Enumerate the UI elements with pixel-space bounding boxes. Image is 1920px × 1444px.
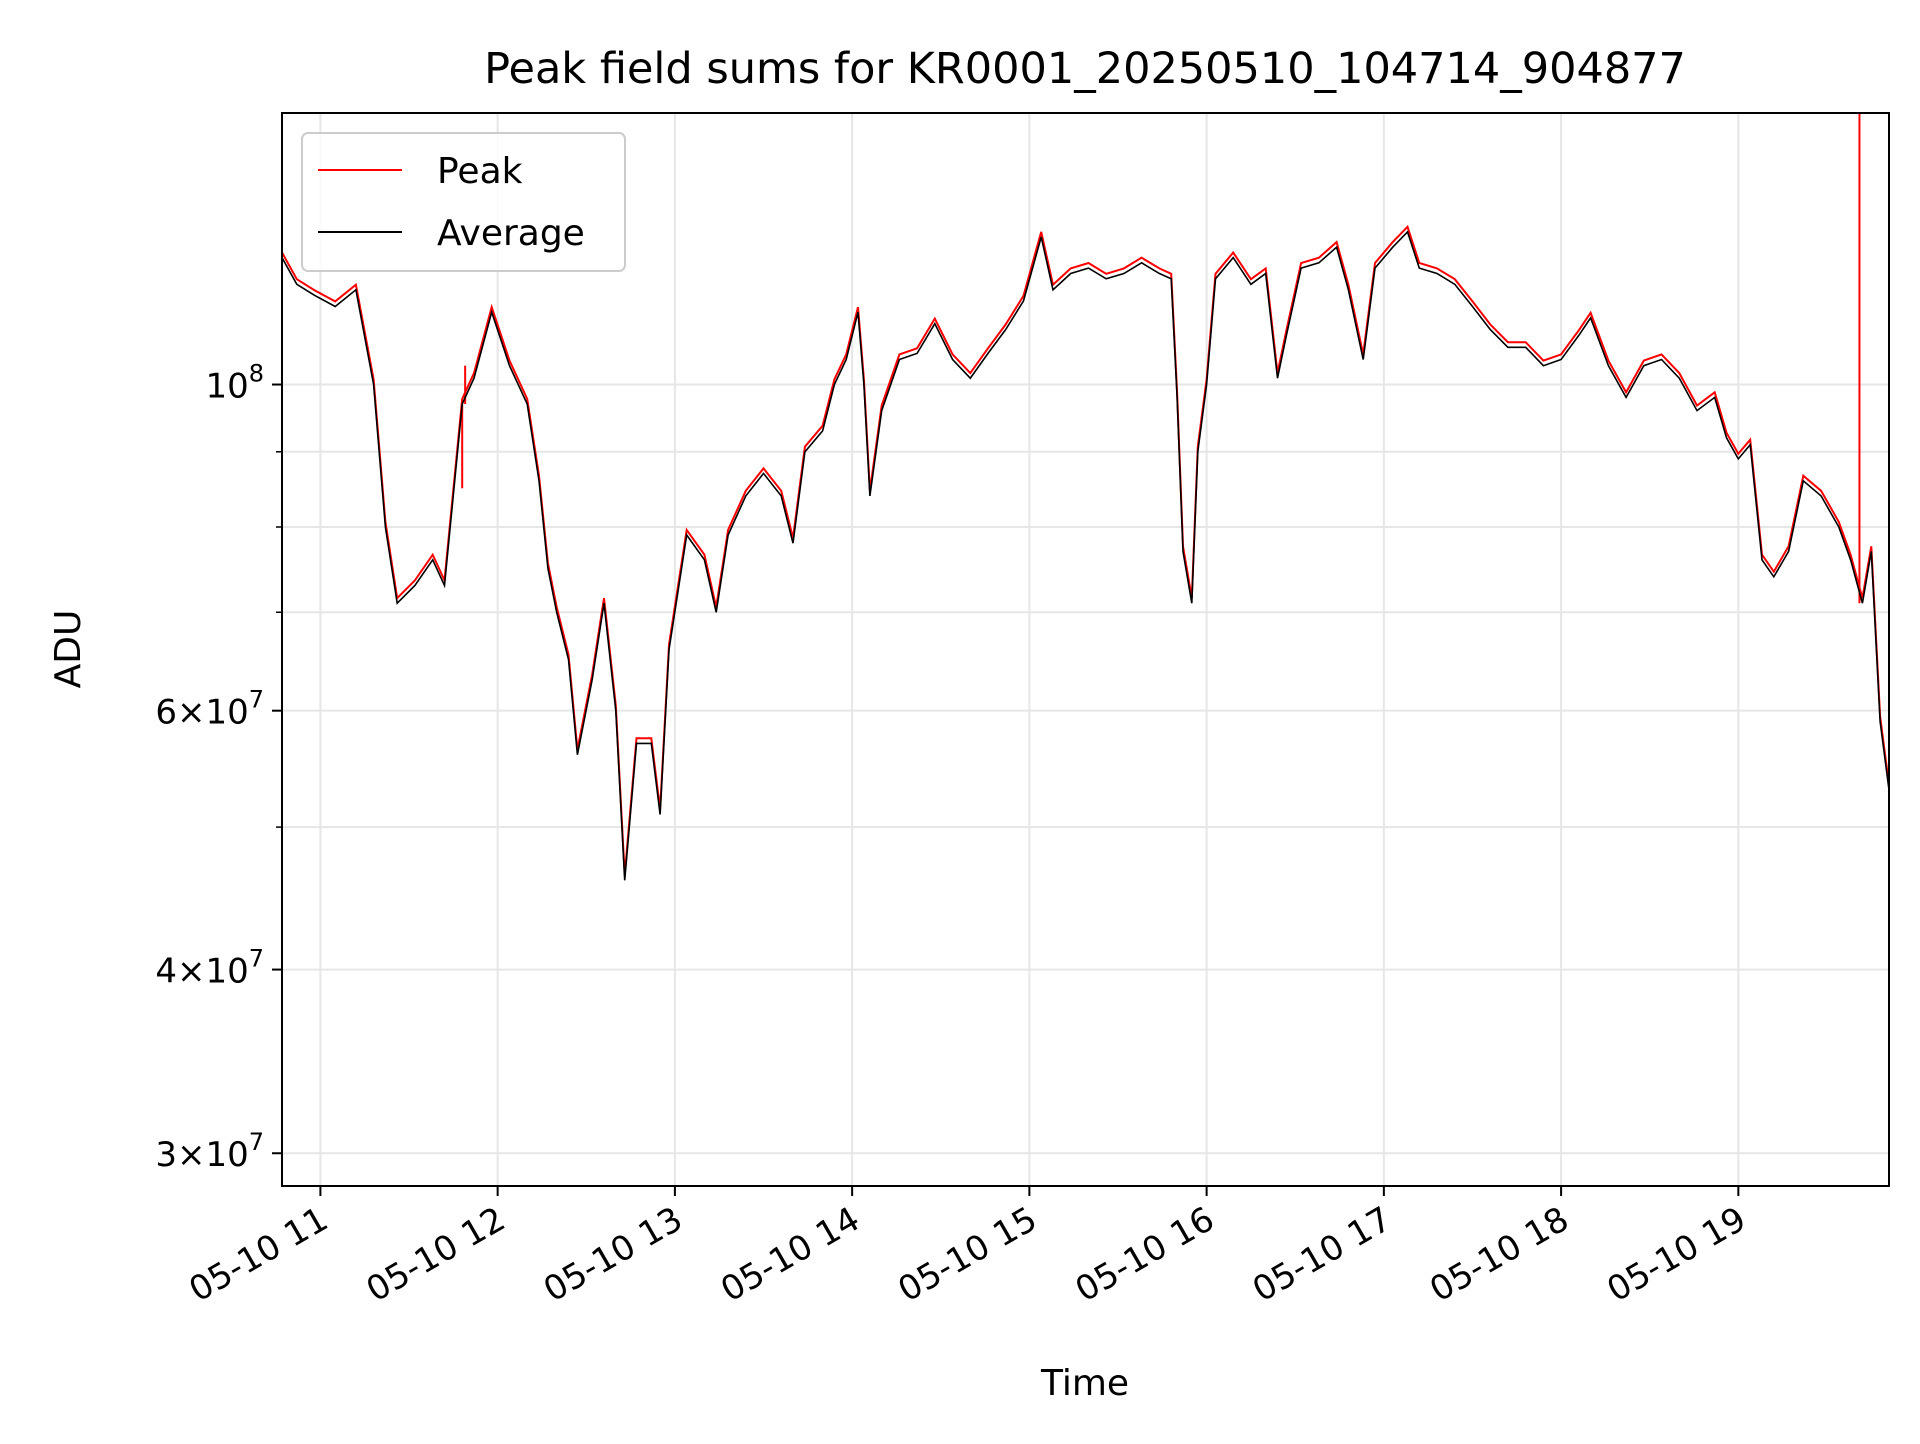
plot-frame — [281, 112, 1890, 1187]
y-axis-ticks: 3×107 4×107 6×107 108 — [155, 360, 282, 1175]
legend: Peak Average — [301, 132, 626, 272]
y-tick-label: 3×107 — [155, 1128, 264, 1175]
legend-box — [301, 132, 626, 272]
y-tick-label: 108 — [205, 360, 264, 407]
chart-title: Peak field sums for KR0001_20250510_1047… — [484, 44, 1686, 94]
y-axis-label: ADU — [48, 610, 89, 689]
y-tick-label: 4×107 — [155, 945, 264, 992]
series-line-average — [281, 230, 1890, 881]
series-layer — [281, 113, 1890, 881]
y-tick-label: 6×107 — [155, 686, 264, 733]
y-gridlines — [282, 383, 1889, 1155]
legend-label-average: Average — [437, 213, 585, 254]
legend-label-peak: Peak — [437, 151, 523, 192]
series-line-peak — [281, 224, 1890, 876]
x-gridlines — [319, 113, 1740, 1186]
x-axis-label: Time — [1040, 1363, 1129, 1404]
